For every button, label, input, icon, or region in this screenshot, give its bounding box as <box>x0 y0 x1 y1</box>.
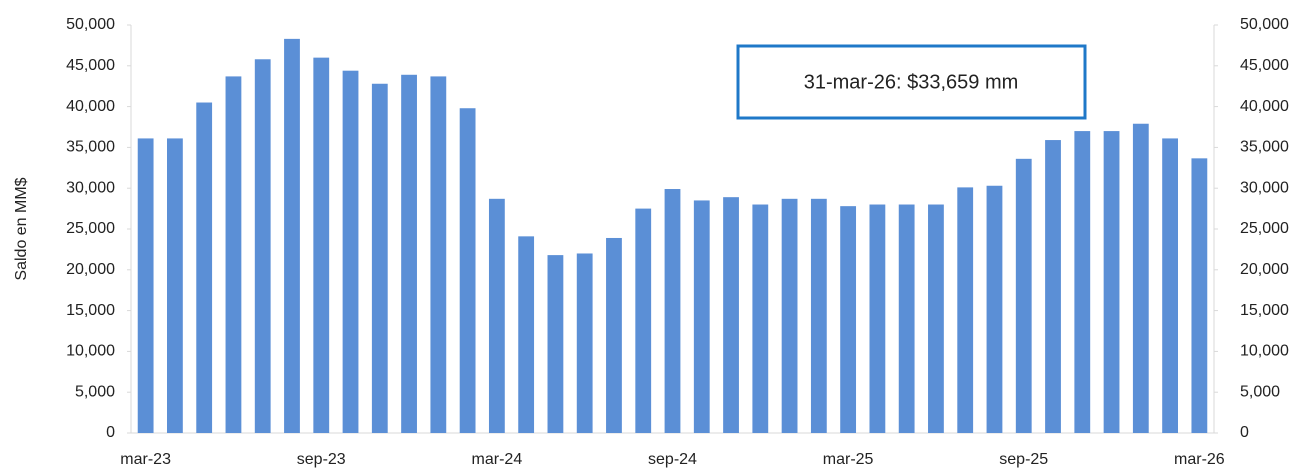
y-tick-label: 30,000 <box>66 179 115 196</box>
annotation-box <box>736 44 1087 120</box>
bar <box>313 57 330 433</box>
bar <box>898 204 915 433</box>
bar <box>1191 158 1208 433</box>
y2-tick-label: 45,000 <box>1240 57 1289 74</box>
y-tick-label: 40,000 <box>66 98 115 115</box>
bar <box>576 253 593 433</box>
y-tick-label: 45,000 <box>66 57 115 74</box>
y-axis-label: Saldo en MM$ <box>13 177 30 280</box>
bar <box>1103 131 1120 433</box>
y2-tick-label: 40,000 <box>1240 98 1289 115</box>
bar <box>664 189 681 433</box>
bar <box>167 138 183 433</box>
bar <box>986 185 1003 433</box>
y-tick-label: 0 <box>106 424 115 441</box>
y2-tick-label: 35,000 <box>1240 139 1289 156</box>
bar <box>928 204 944 433</box>
x-tick-label: mar-25 <box>823 451 874 468</box>
bar <box>284 38 300 433</box>
y2-tick-label: 5,000 <box>1240 383 1280 400</box>
bar <box>957 187 974 433</box>
bar <box>1074 131 1091 433</box>
bar <box>1132 123 1149 434</box>
y-tick-label: 10,000 <box>66 343 115 360</box>
x-tick-label: sep-25 <box>999 451 1048 468</box>
bar <box>254 59 271 433</box>
bar <box>225 76 242 434</box>
bar <box>1045 140 1061 433</box>
y2-tick-label: 30,000 <box>1240 179 1289 196</box>
bar <box>488 198 505 433</box>
y-tick-label: 50,000 <box>66 16 115 33</box>
bar <box>1015 158 1032 433</box>
bar <box>693 200 710 433</box>
bar <box>869 204 886 433</box>
bar <box>1162 138 1178 433</box>
y-tick-label: 5,000 <box>75 383 115 400</box>
y2-tick-label: 25,000 <box>1240 220 1289 237</box>
bar <box>635 208 652 433</box>
bar <box>137 138 154 433</box>
bar <box>606 237 622 433</box>
y2-tick-label: 50,000 <box>1240 16 1289 33</box>
bar <box>781 198 798 433</box>
x-tick-label: mar-23 <box>120 451 171 468</box>
y-tick-label: 15,000 <box>66 302 115 319</box>
bar <box>401 74 417 433</box>
bar <box>371 83 388 433</box>
bar <box>810 198 827 433</box>
bar <box>752 204 769 433</box>
x-tick-label: mar-24 <box>472 451 523 468</box>
y2-tick-label: 0 <box>1240 424 1249 441</box>
y2-tick-label: 20,000 <box>1240 261 1289 278</box>
x-tick-label: mar-26 <box>1174 451 1225 468</box>
x-tick-label: sep-24 <box>648 451 697 468</box>
x-tick-label: sep-23 <box>297 451 346 468</box>
bar <box>723 197 739 433</box>
bar <box>342 70 359 434</box>
bar <box>459 108 476 434</box>
y2-tick-label: 15,000 <box>1240 302 1289 319</box>
annotation: 31-mar-26: $33,659 mm <box>804 71 1019 93</box>
bar <box>547 255 564 433</box>
bar <box>840 206 857 433</box>
bar <box>518 236 535 433</box>
y-tick-label: 25,000 <box>66 220 115 237</box>
bar <box>430 76 447 434</box>
y-tick-label: 20,000 <box>66 261 115 278</box>
y-tick-label: 35,000 <box>66 139 115 156</box>
y2-tick-label: 10,000 <box>1240 343 1289 360</box>
bar <box>196 102 213 434</box>
